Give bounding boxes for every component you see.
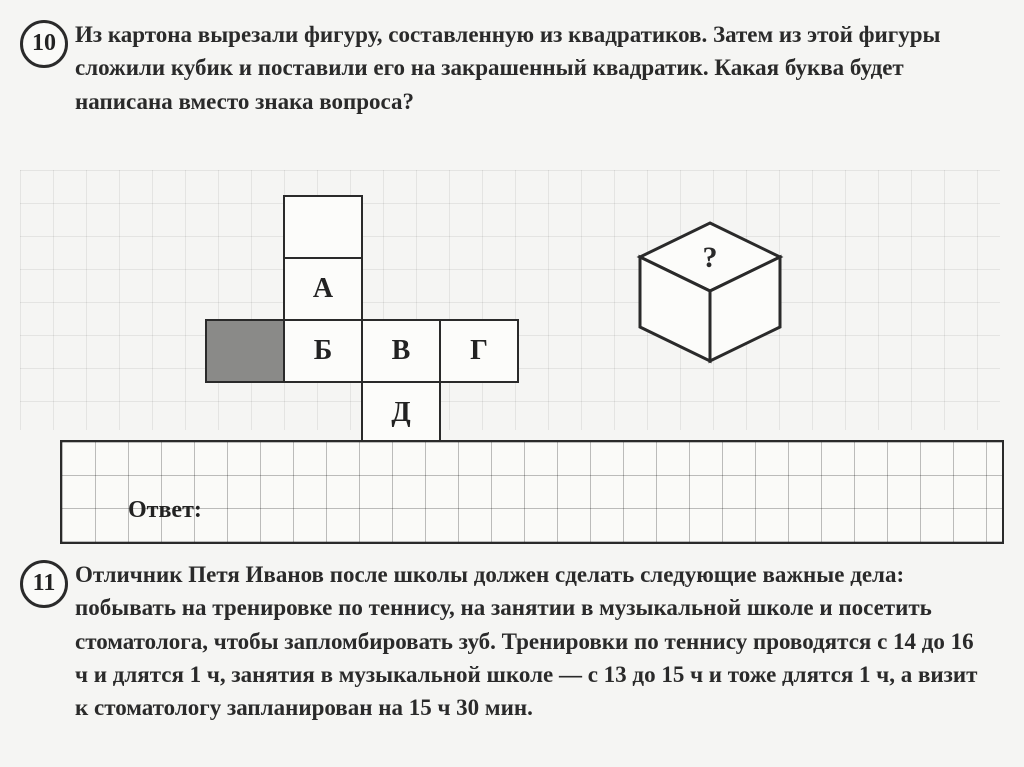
net-cell <box>283 195 363 259</box>
question-11-text: Отличник Петя Иванов после школы должен … <box>75 558 985 725</box>
net-cell: Г <box>439 319 519 383</box>
answer-label: Ответ: <box>128 497 202 524</box>
net-cell: А <box>283 257 363 321</box>
net-cell: Д <box>361 381 441 445</box>
net-cell: Б <box>283 319 363 383</box>
question-number-10: 10 <box>20 20 68 68</box>
net-cell: В <box>361 319 441 383</box>
cube-figure: ? <box>630 215 790 365</box>
question-number-11: 11 <box>20 560 68 608</box>
cube-question-mark: ? <box>703 241 718 274</box>
question-10-text: Из картона вырезали фигуру, составленную… <box>75 18 985 118</box>
net-cell <box>205 319 285 383</box>
answer-box: Ответ: <box>60 440 1004 544</box>
